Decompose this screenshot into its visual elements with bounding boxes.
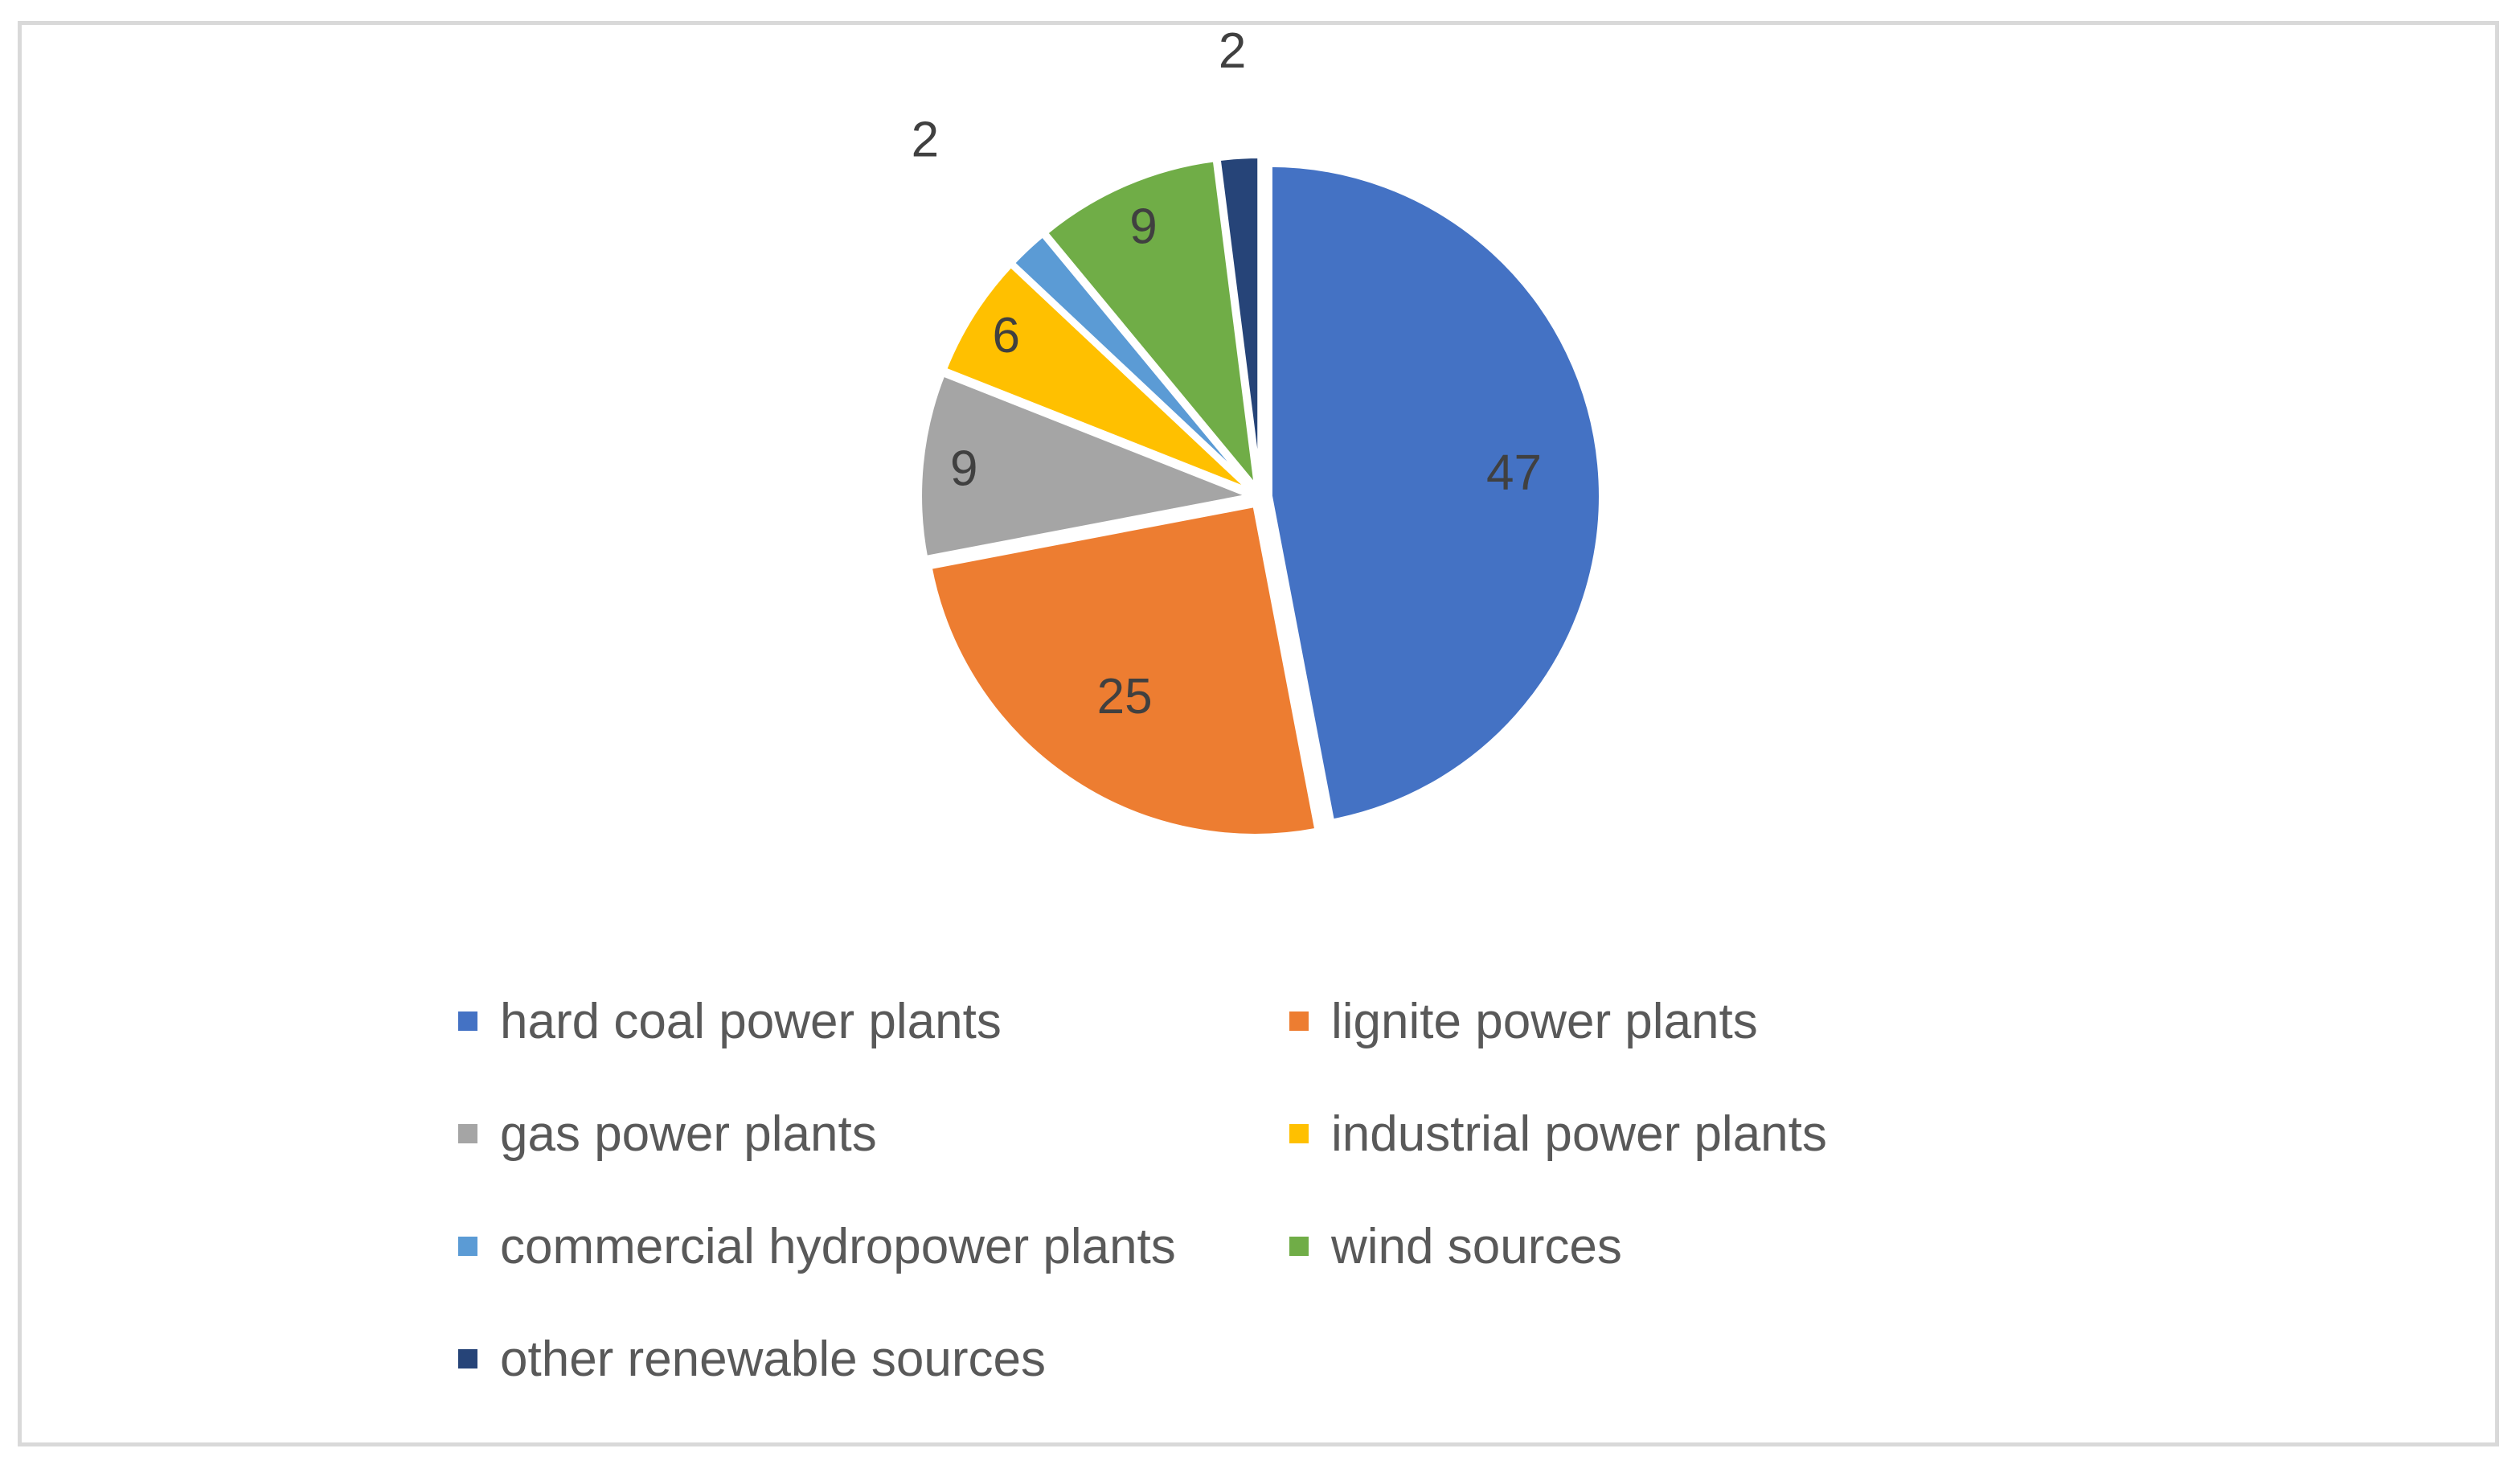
legend-label: lignite power plants xyxy=(1331,993,1758,1049)
data-label-hydropower: 2 xyxy=(912,112,939,167)
legend-label: other renewable sources xyxy=(500,1331,1046,1387)
legend-swatch-wind xyxy=(1289,1237,1309,1256)
legend-swatch-lignite xyxy=(1289,1011,1309,1031)
legend-item-wind[interactable]: wind sources xyxy=(1289,1208,1981,1285)
legend-swatch-industrial xyxy=(1289,1124,1309,1143)
legend-item-hard-coal[interactable]: hard coal power plants xyxy=(458,983,1289,1060)
legend-label: wind sources xyxy=(1331,1218,1622,1274)
data-label-other-renewable: 2 xyxy=(1219,23,1246,79)
legend-swatch-gas xyxy=(458,1124,477,1143)
data-label-hard-coal: 47 xyxy=(1486,445,1542,501)
pie-data-labels: 47 25 9 6 2 9 2 xyxy=(912,23,1542,724)
legend-item-industrial[interactable]: industrial power plants xyxy=(1289,1095,1981,1172)
pie-slice-hard-coal[interactable] xyxy=(1267,162,1604,825)
pie-slice-wind[interactable] xyxy=(1042,156,1260,496)
data-label-wind: 9 xyxy=(1129,199,1157,254)
legend-label: hard coal power plants xyxy=(500,993,1002,1049)
legend-item-lignite[interactable]: lignite power plants xyxy=(1289,983,1981,1060)
legend-item-hydropower[interactable]: commercial hydropower plants xyxy=(458,1208,1289,1285)
legend-label: commercial hydropower plants xyxy=(500,1218,1176,1274)
legend-item-other-renewable[interactable]: other renewable sources xyxy=(458,1320,1289,1397)
legend-swatch-hydropower xyxy=(458,1237,477,1256)
pie-slices xyxy=(917,154,1604,839)
legend: hard coal power plants lignite power pla… xyxy=(458,983,1985,1433)
data-label-gas: 9 xyxy=(950,441,977,497)
pie-slice-gas[interactable] xyxy=(917,371,1260,561)
legend-label: industrial power plants xyxy=(1331,1106,1827,1162)
pie-slice-lignite[interactable] xyxy=(927,502,1320,839)
legend-swatch-hard-coal xyxy=(458,1011,477,1031)
legend-label: gas power plants xyxy=(500,1106,877,1162)
pie-slice-industrial[interactable] xyxy=(940,261,1254,494)
pie-slice-other-renewable[interactable] xyxy=(1215,154,1263,488)
data-label-industrial: 6 xyxy=(993,308,1020,363)
pie-slice-hydropower[interactable] xyxy=(1009,231,1256,492)
data-label-lignite: 25 xyxy=(1097,669,1153,724)
legend-swatch-other-renewable xyxy=(458,1349,477,1368)
legend-item-gas[interactable]: gas power plants xyxy=(458,1095,1289,1172)
